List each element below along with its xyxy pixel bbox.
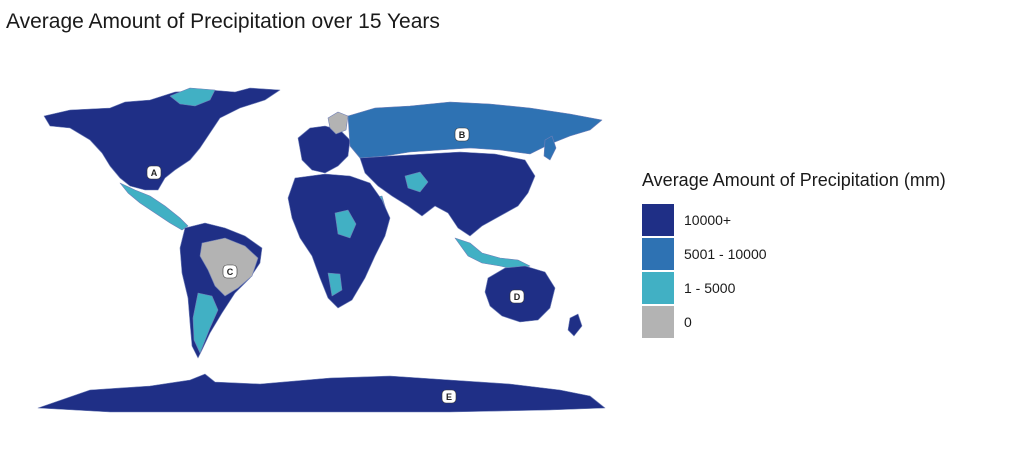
legend-title: Average Amount of Precipitation (mm): [642, 170, 946, 190]
legend-item: 1 - 5000: [642, 271, 1012, 305]
region-central-asia-light: [404, 171, 429, 193]
region-russia: [347, 101, 603, 159]
region-se-asia: [454, 237, 531, 271]
svg-text:E: E: [446, 392, 452, 402]
region-argentina: [192, 292, 219, 354]
region-europe: [297, 125, 351, 174]
region-label-b: B: [454, 127, 470, 142]
svg-text:C: C: [227, 267, 234, 277]
region-africa: [287, 173, 391, 309]
svg-text:A: A: [151, 168, 158, 178]
region-southern-africa-light: [327, 272, 343, 297]
region-north-america: [43, 87, 281, 191]
region-label-e: E: [441, 389, 457, 404]
legend-label: 5001 - 10000: [684, 246, 767, 262]
region-antarctica: [37, 373, 606, 413]
world-map: A B C D E: [37, 87, 606, 413]
region-new-zealand: [567, 313, 583, 337]
legend-swatch: [642, 306, 674, 338]
region-asia: [359, 151, 536, 237]
legend-label: 1 - 5000: [684, 280, 736, 296]
legend-item: 10000+: [642, 203, 1012, 237]
legend-item: 0: [642, 305, 1012, 339]
region-label-d: D: [509, 289, 525, 304]
map-title: Average Amount of Precipitation over 15 …: [6, 10, 440, 33]
legend-item: 5001 - 10000: [642, 237, 1012, 271]
legend-swatch: [642, 238, 674, 270]
legend-label: 0: [684, 314, 692, 330]
legend-label: 10000+: [684, 212, 732, 228]
region-scandinavia: [327, 111, 349, 135]
region-label-a: A: [146, 165, 162, 180]
region-label-c: C: [222, 264, 238, 279]
legend-swatch: [642, 272, 674, 304]
region-japan: [543, 135, 557, 161]
svg-text:B: B: [459, 130, 466, 140]
legend: Average Amount of Precipitation (mm) 100…: [642, 170, 1012, 339]
region-greenland: [169, 87, 216, 107]
legend-swatch: [642, 204, 674, 236]
region-east-africa-light: [334, 209, 357, 239]
svg-text:D: D: [514, 292, 521, 302]
